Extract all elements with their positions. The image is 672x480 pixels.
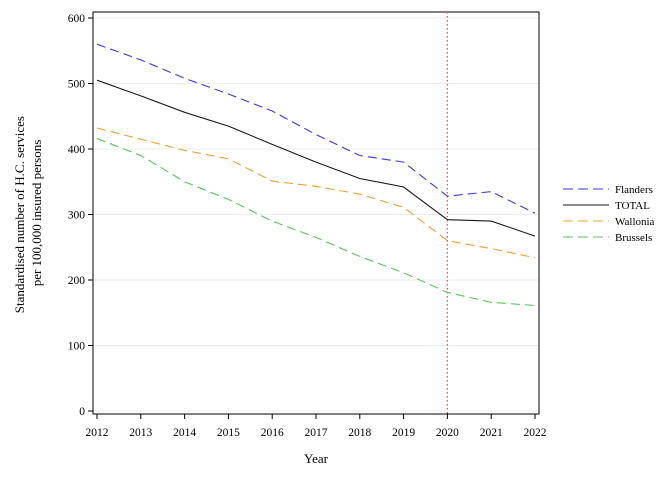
y-tick-label: 0: [79, 406, 85, 418]
y-axis-title-line-1: Standardised number of H.C. services: [12, 116, 27, 313]
x-tick-label: 2016: [261, 427, 284, 439]
x-tick-label: 2022: [524, 427, 547, 439]
series-line-total: [96, 79, 536, 237]
x-tick-label: 2021: [480, 427, 503, 439]
x-tick-label: 2020: [436, 427, 459, 439]
y-tick-label: 300: [68, 210, 86, 222]
grid-lines: [93, 17, 539, 412]
y-tick-label: 200: [68, 275, 86, 287]
series-layer: [96, 43, 536, 307]
x-axis: 2012 2013 2014 2015 2016 2017 2018 2019 2020 2021…: [86, 414, 547, 439]
x-tick-label: 2015: [217, 427, 240, 439]
series-line-brussels: [96, 137, 536, 307]
plot-area: [92, 11, 540, 415]
y-tick-label: 400: [68, 144, 86, 156]
legend: Flanders TOTAL Wallonia Brussels: [563, 184, 655, 244]
y-tick-label: 600: [68, 13, 86, 25]
x-tick-label: 2019: [392, 427, 415, 439]
series-line-wallonia: [96, 127, 536, 259]
y-tick-label: 500: [68, 79, 86, 91]
x-tick-label: 2018: [348, 427, 371, 439]
legend-label-total: TOTAL: [615, 200, 650, 212]
x-tick-label: 2013: [129, 427, 152, 439]
x-axis-title: Year: [304, 451, 329, 466]
x-tick-label: 2017: [305, 427, 328, 439]
y-axis-title: Standardised number of H.C. services per…: [12, 113, 44, 313]
legend-label-wallonia: Wallonia: [615, 216, 655, 228]
y-tick-label: 100: [68, 341, 86, 353]
y-axis-title-line-2: per 100,000 insured persons: [29, 140, 44, 287]
y-axis: 0 100 200 300 400 500 600: [68, 13, 93, 418]
series-line-flanders: [96, 43, 536, 214]
x-tick-label: 2012: [86, 427, 109, 439]
x-tick-label: 2014: [173, 427, 196, 439]
legend-label-flanders: Flanders: [615, 184, 653, 196]
legend-label-brussels: Brussels: [615, 232, 652, 244]
